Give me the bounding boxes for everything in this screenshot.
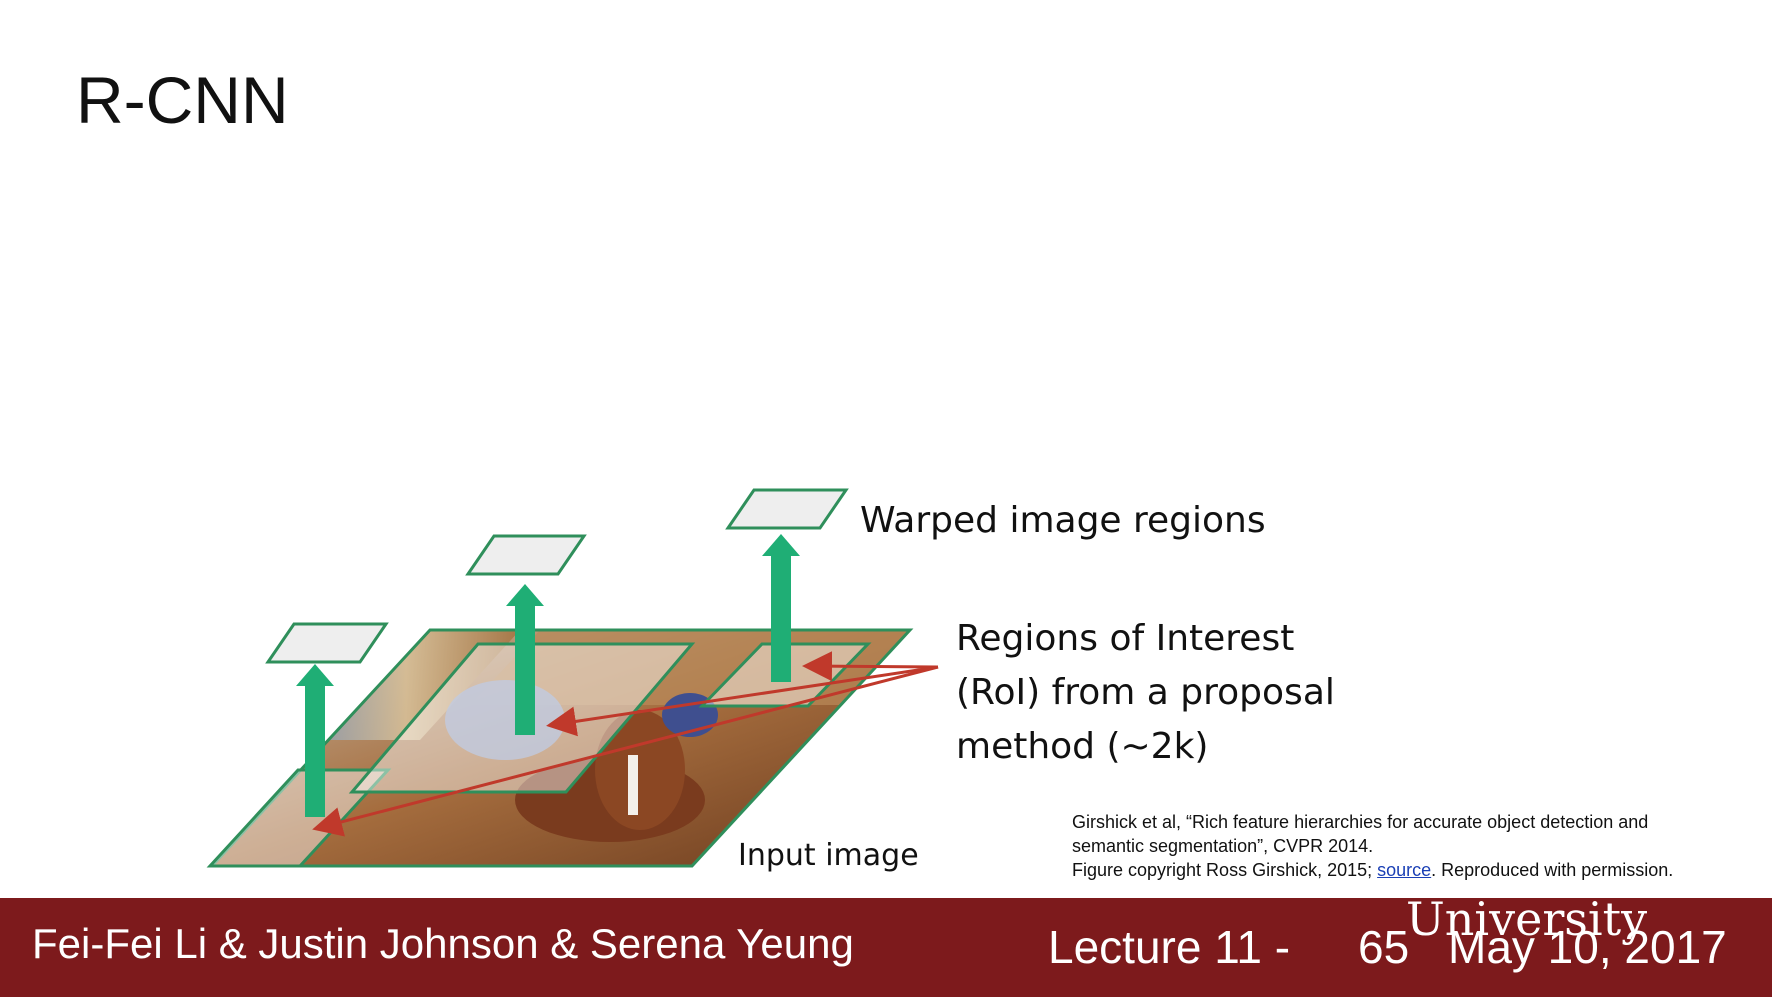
citation-line: Girshick et al, “Rich feature hierarchie… [1072, 812, 1649, 832]
citation-line: semantic segmentation”, CVPR 2014. [1072, 836, 1374, 856]
footer-page-number: 65 [1358, 921, 1410, 973]
warped-region-right [725, 488, 849, 530]
warped-regions [265, 488, 849, 664]
roi-label: Regions of Interest (RoI) from a proposa… [956, 612, 1335, 774]
proposal-arrows [312, 651, 939, 837]
citation-copyright: Figure copyright Ross Girshick, 2015; [1072, 860, 1378, 880]
roi-label-line: (RoI) from a proposal [956, 672, 1335, 713]
red-arrow-icon [546, 665, 939, 737]
horse-blaze-shape [628, 755, 638, 815]
input-image-outline [208, 628, 914, 868]
red-arrow-icon [312, 665, 939, 837]
up-arrow-icon [506, 584, 544, 735]
citation-line: Figure copyright Ross Girshick, 2015; so… [1072, 858, 1752, 882]
roi-label-line: Regions of Interest [956, 618, 1295, 659]
citation-source-link[interactable]: source [1377, 860, 1432, 880]
footer-authors: Fei-Fei Li & Justin Johnson & Serena Yeu… [32, 920, 854, 967]
warped-regions-label: Warped image regions [860, 500, 1266, 541]
up-arrows [296, 534, 800, 817]
citation: Girshick et al, “Rich feature hierarchie… [1072, 810, 1752, 882]
footer-lecture: Lecture 11 - [1048, 921, 1291, 973]
fence-shape [330, 630, 520, 740]
up-arrow-icon [296, 664, 334, 817]
roi-label-line: method (~2k) [956, 726, 1209, 767]
warped-region-middle [465, 534, 587, 576]
footer-bar: Fei-Fei Li & Justin Johnson & Serena Yeu… [0, 892, 1772, 997]
input-image-label: Input image [738, 838, 919, 873]
footer-date: May 10, 2017 [1448, 921, 1727, 973]
red-arrow-icon [802, 651, 939, 682]
input-image [208, 628, 914, 868]
roi-box-left [206, 768, 392, 868]
up-arrow-icon [762, 534, 800, 682]
warped-region-left [265, 622, 389, 664]
watermark: University [1406, 892, 1648, 946]
slide-title: R-CNN [76, 63, 289, 137]
citation-permission: . Reproduced with permission. [1431, 860, 1674, 880]
